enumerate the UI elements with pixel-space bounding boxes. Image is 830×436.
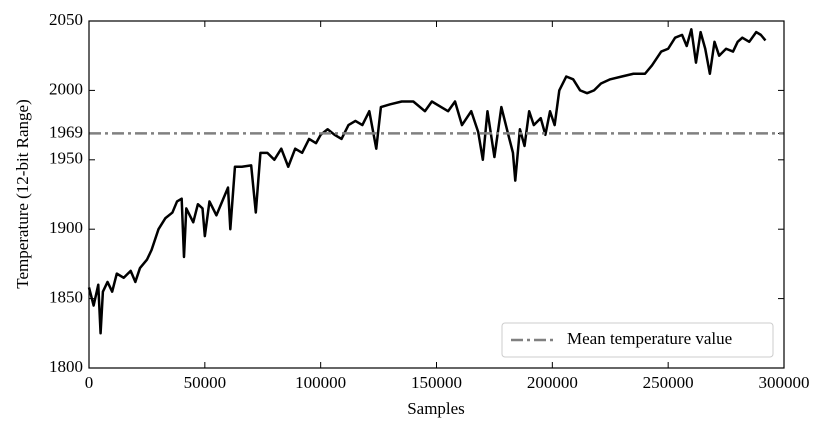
y-axis-label: Temperature (12-bit Range) xyxy=(13,99,32,289)
x-tick-label: 150000 xyxy=(411,373,462,392)
x-tick-label: 200000 xyxy=(527,373,578,392)
legend-box xyxy=(501,322,774,358)
y-tick-label: 2000 xyxy=(49,79,83,98)
legend-label: Mean temperature value xyxy=(567,329,732,348)
x-axis-label: Samples xyxy=(407,399,465,418)
y-tick-label: 1850 xyxy=(49,288,83,307)
y-tick-label: 1969 xyxy=(49,122,83,141)
x-tick-label: 100000 xyxy=(295,373,346,392)
x-tick-label: 0 xyxy=(85,373,94,392)
x-tick-label: 50000 xyxy=(184,373,227,392)
y-tick-label: 2050 xyxy=(49,10,83,29)
plot-frame xyxy=(88,20,785,369)
data-line xyxy=(87,28,767,335)
x-tick-label: 300000 xyxy=(759,373,810,392)
y-tick-label: 1950 xyxy=(49,149,83,168)
y-tick-label: 1800 xyxy=(49,357,83,376)
x-tick-label: 250000 xyxy=(643,373,694,392)
y-tick-label: 1900 xyxy=(49,218,83,237)
